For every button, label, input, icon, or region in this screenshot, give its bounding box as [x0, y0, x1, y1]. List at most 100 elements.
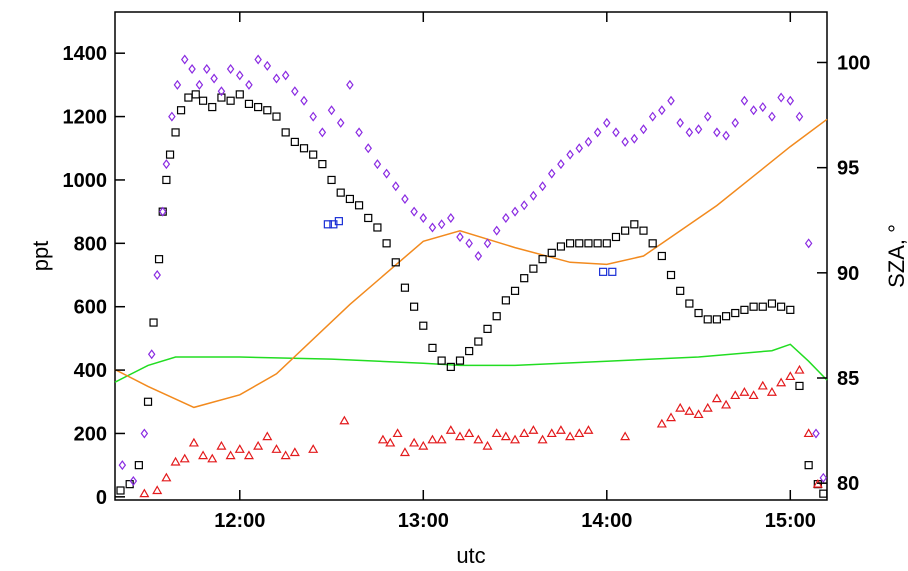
series-0-point: [208, 102, 217, 112]
series-2-point: [195, 79, 204, 90]
x-tick-label: 12:00: [214, 510, 265, 532]
y2-tick-label: 100: [837, 52, 870, 74]
series-3-point: [262, 431, 273, 441]
series-3-point: [500, 431, 511, 441]
series-3-point: [377, 434, 388, 444]
series-0-point: [819, 489, 828, 498]
series-3-point: [555, 425, 566, 434]
series-0-point: [171, 128, 180, 137]
series-3-point: [161, 472, 172, 482]
series-2-point: [245, 79, 253, 90]
series-0-point: [364, 213, 373, 223]
series-3-point: [392, 428, 403, 438]
series-3-point: [776, 377, 787, 387]
series-2-point: [129, 475, 138, 486]
series-0-point: [184, 93, 193, 102]
x-axis-label: utc: [456, 543, 485, 568]
series-0-point: [492, 312, 501, 321]
series-2-point: [749, 105, 758, 116]
series-3-point: [243, 450, 254, 460]
series-0-point: [400, 283, 410, 292]
series-2-point: [217, 86, 226, 97]
series-2-point: [291, 86, 299, 97]
series-2-point: [118, 460, 127, 471]
plot-frame: [114, 11, 828, 501]
series-3-point: [253, 440, 264, 450]
series-3-point: [188, 437, 199, 447]
series-3-point: [693, 409, 704, 419]
series-0-point: [217, 93, 226, 102]
series-2-point: [502, 212, 510, 223]
series-3-point: [510, 434, 521, 444]
series-3-point: [491, 428, 502, 438]
series-3-point: [537, 434, 548, 444]
series-0-point: [556, 242, 566, 251]
series-0-point: [244, 99, 254, 108]
series-2-point: [236, 70, 244, 81]
series-3-point: [482, 440, 493, 450]
series-1-point: [608, 267, 617, 276]
series-0-point: [749, 302, 758, 311]
series-line-0: [114, 343, 828, 383]
series-0-point: [272, 112, 281, 121]
series-2-point: [210, 73, 218, 84]
series-2-point: [355, 127, 363, 138]
series-2-point: [511, 206, 519, 217]
series-3-point: [620, 431, 631, 441]
y-tick-label: 400: [74, 360, 107, 382]
series-2-point: [492, 225, 501, 236]
series-0-point: [621, 226, 630, 235]
series-3-point: [528, 425, 539, 434]
series-3-point: [170, 456, 181, 466]
series-0-point: [731, 308, 740, 318]
series-2-point: [300, 95, 308, 106]
series-3-point: [280, 450, 291, 460]
series-2-point: [428, 222, 437, 233]
series-0-point: [336, 188, 345, 197]
series-2-point: [759, 102, 767, 113]
y-tick-label: 200: [74, 423, 107, 445]
series-0-point: [547, 248, 556, 257]
series-0-point: [299, 144, 309, 153]
series-2-point: [318, 127, 327, 138]
y2-tick-label: 80: [837, 473, 859, 495]
series-3-point: [436, 434, 447, 444]
series-3-point: [464, 428, 475, 438]
series-2-point: [456, 231, 464, 242]
series-3-point: [234, 444, 245, 453]
series-0-point: [565, 239, 575, 248]
series-0-point: [630, 220, 639, 229]
series-2-point: [173, 79, 182, 90]
series-1-point: [334, 217, 343, 226]
series-0-point: [191, 90, 200, 99]
series-2-point: [254, 54, 262, 65]
series-0-point: [639, 226, 648, 235]
series-0-point: [318, 160, 327, 169]
series-3-point: [385, 437, 396, 447]
y-tick-label: 1200: [63, 107, 108, 129]
series-3-point: [794, 364, 805, 374]
series-2-point: [382, 168, 391, 179]
series-3-point: [519, 428, 530, 438]
series-0-point: [391, 258, 400, 267]
series-2-point: [713, 127, 721, 138]
series-2-point: [740, 95, 749, 106]
series-3-point: [684, 406, 695, 415]
series-0-point: [611, 232, 621, 242]
series-0-point: [419, 321, 428, 330]
series-3-point: [207, 453, 218, 463]
series-2-point: [483, 238, 492, 249]
tick-layer: 0 200 400 600 800 1000 1200 1400 80 85 90 95 100 12:0…: [63, 12, 870, 532]
series-3-point: [139, 488, 150, 498]
series-0-point: [474, 337, 483, 346]
series-2-point: [373, 159, 382, 170]
series-2-point: [447, 212, 455, 223]
series-3-point: [409, 437, 420, 447]
series-0-point: [593, 239, 602, 248]
series-0-point: [465, 346, 474, 356]
series-3-point: [289, 447, 300, 457]
x-tick-label: 13:00: [398, 510, 449, 532]
series-0-point: [116, 486, 125, 495]
series-3-point: [399, 447, 410, 457]
series-3-point: [445, 425, 456, 434]
